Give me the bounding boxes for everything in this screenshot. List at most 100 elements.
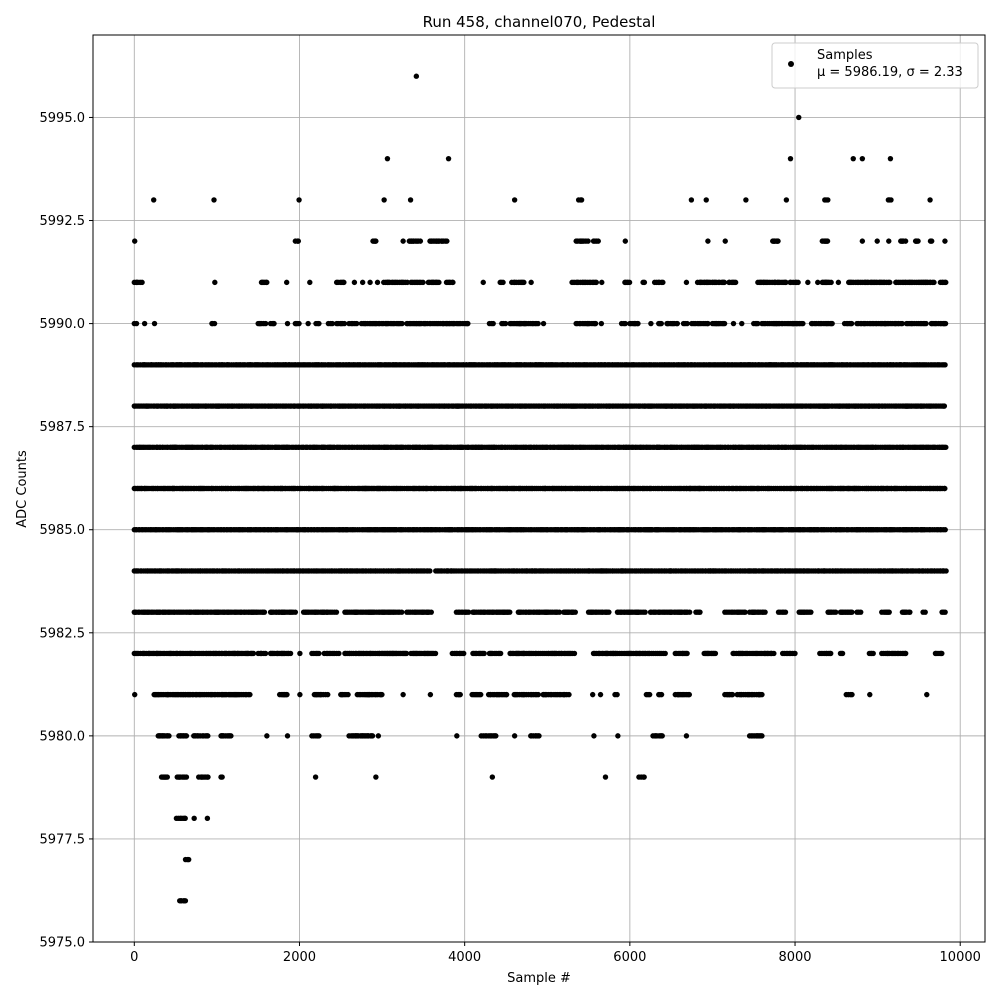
data-points <box>131 73 949 904</box>
data-point <box>297 650 303 657</box>
data-point <box>305 320 311 327</box>
data-point <box>597 691 604 698</box>
data-point <box>939 650 945 657</box>
data-point <box>941 403 948 409</box>
data-point <box>729 691 736 698</box>
data-point <box>739 320 745 327</box>
data-point <box>461 650 467 657</box>
data-point <box>684 650 690 657</box>
data-point <box>642 609 648 615</box>
data-point <box>497 650 504 657</box>
data-point <box>379 691 385 698</box>
data-point <box>942 609 948 615</box>
data-point <box>219 774 225 780</box>
data-point <box>250 650 257 657</box>
data-point <box>922 609 928 615</box>
chart-title: Run 458, channel070, Pedestal <box>423 13 656 31</box>
data-point <box>658 320 664 327</box>
data-point <box>606 609 612 615</box>
data-point <box>592 320 599 327</box>
data-point <box>849 691 855 698</box>
data-point <box>867 691 873 698</box>
data-point <box>185 856 192 863</box>
data-point <box>742 609 748 615</box>
data-point <box>942 527 948 533</box>
data-point <box>292 609 299 615</box>
data-point <box>336 650 342 657</box>
data-point <box>556 609 563 615</box>
data-point <box>683 733 690 739</box>
data-point <box>316 733 322 739</box>
data-point <box>848 320 855 327</box>
data-point <box>759 691 765 698</box>
data-point <box>712 650 719 657</box>
data-point <box>674 320 681 327</box>
data-point <box>151 320 158 327</box>
data-point <box>316 650 322 657</box>
data-point <box>686 609 693 615</box>
data-point <box>635 320 641 327</box>
data-point <box>648 320 654 327</box>
data-point <box>907 609 913 615</box>
data-point <box>341 320 348 327</box>
data-point <box>353 320 360 327</box>
data-point <box>662 650 668 657</box>
data-point <box>833 609 839 615</box>
data-point <box>369 733 376 739</box>
data-point <box>191 815 197 822</box>
data-point <box>182 815 188 822</box>
data-point <box>457 691 463 698</box>
data-point <box>205 733 211 739</box>
data-point <box>614 691 620 698</box>
data-point <box>800 320 806 327</box>
data-point <box>204 815 211 822</box>
data-point <box>261 609 268 615</box>
data-point <box>886 609 892 615</box>
data-point <box>942 362 948 368</box>
data-point <box>591 733 597 739</box>
data-point <box>399 320 405 327</box>
data-point <box>205 774 211 780</box>
data-point <box>403 650 410 657</box>
data-point <box>602 774 609 780</box>
data-point <box>615 733 621 739</box>
data-point <box>271 320 277 327</box>
data-point <box>141 320 148 327</box>
data-point <box>489 774 496 780</box>
data-point <box>264 733 270 739</box>
data-point <box>641 774 647 780</box>
data-point <box>247 691 253 698</box>
data-point <box>325 691 331 698</box>
data-point <box>730 320 737 327</box>
data-point <box>771 650 777 657</box>
data-point <box>228 733 234 739</box>
data-point <box>133 320 140 327</box>
data-point <box>839 650 846 657</box>
data-point <box>589 691 596 698</box>
data-point <box>536 733 542 739</box>
data-point <box>659 733 665 739</box>
data-point <box>942 485 948 492</box>
data-point <box>762 609 768 615</box>
data-point <box>684 320 690 327</box>
data-point <box>481 650 487 657</box>
data-point <box>373 774 379 780</box>
data-point <box>432 650 439 657</box>
data-point <box>284 733 291 739</box>
data-point <box>759 733 765 739</box>
data-point <box>345 691 351 698</box>
data-point <box>183 733 190 739</box>
data-point <box>296 320 302 327</box>
data-point <box>870 650 876 657</box>
data-point <box>262 650 269 657</box>
data-point <box>566 691 572 698</box>
data-point <box>598 320 605 327</box>
data-point <box>284 691 290 698</box>
data-point <box>284 320 291 327</box>
data-point <box>540 320 547 327</box>
data-point <box>828 650 834 657</box>
data-point <box>166 733 172 739</box>
data-point <box>183 774 190 780</box>
data-point <box>686 691 693 698</box>
data-point <box>507 609 513 615</box>
